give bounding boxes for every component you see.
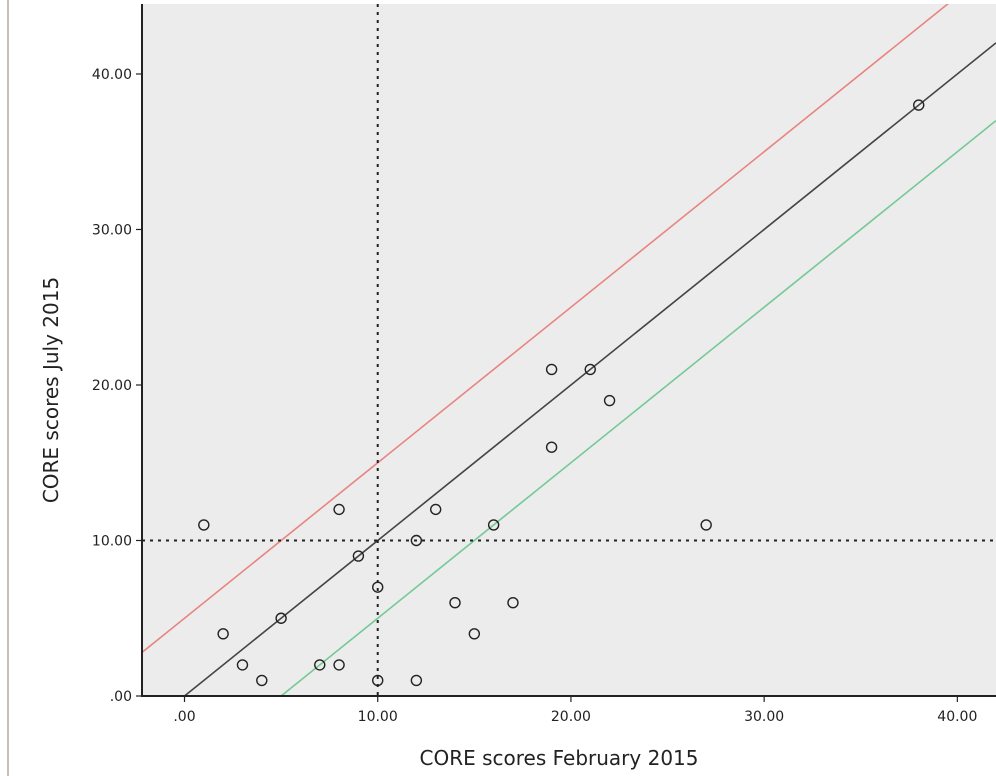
data-point	[236, 659, 249, 671]
data-point	[545, 363, 558, 376]
data-point	[314, 659, 326, 671]
data-point	[256, 674, 268, 687]
reference-line-diagonal-0	[183, 42, 996, 696]
x-tick-label: 30.00	[744, 709, 784, 725]
data-point	[913, 99, 925, 111]
data-point	[372, 581, 384, 593]
y-tick-label: 10.00	[92, 533, 132, 549]
plot-area	[142, 4, 996, 696]
data-point	[429, 503, 442, 516]
x-tick-label: .00	[173, 709, 195, 725]
data-point	[275, 612, 287, 624]
y-tick-label: 20.00	[92, 378, 132, 394]
data-point	[700, 519, 712, 531]
page-margin-rule	[7, 0, 9, 776]
data-point	[217, 628, 229, 640]
data-point	[410, 534, 423, 547]
data-point	[352, 550, 365, 562]
y-tick-label: 40.00	[92, 67, 132, 83]
y-tick-label: .00	[110, 689, 132, 705]
data-point	[468, 628, 481, 640]
y-axis-title: CORE scores July 2015	[39, 277, 63, 503]
data-point	[487, 519, 500, 531]
reference-lines	[142, 4, 996, 696]
y-tick-label: 30.00	[92, 222, 132, 238]
x-tick-label: 20.00	[551, 709, 591, 725]
x-tick-label: 40.00	[937, 709, 977, 725]
reference-line-diagonal-2	[279, 120, 996, 696]
data-point	[603, 394, 616, 407]
data-point	[333, 503, 345, 516]
x-axis-title: CORE scores February 2015	[420, 746, 699, 770]
data-point	[372, 674, 384, 687]
data-point	[198, 519, 210, 531]
data-point	[545, 441, 558, 453]
x-tick-label: 10.00	[358, 709, 398, 725]
data-point	[410, 674, 423, 687]
data-point	[449, 596, 461, 609]
data-point	[507, 596, 519, 609]
data-point	[333, 659, 345, 671]
data-point	[584, 363, 596, 376]
reference-line-diagonal-1	[142, 4, 949, 654]
